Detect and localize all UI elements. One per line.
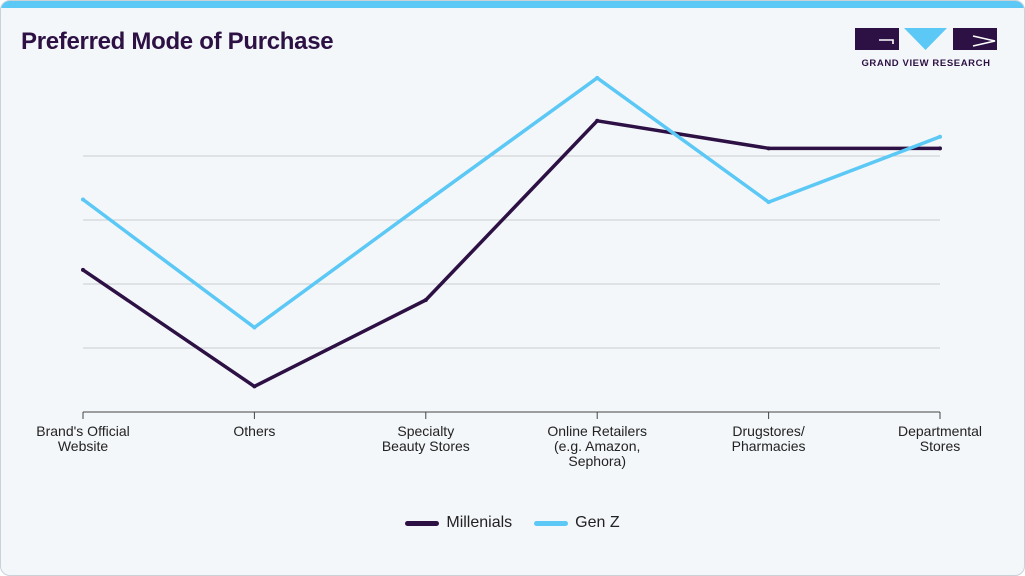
series-line-genz bbox=[81, 76, 942, 330]
point-millenials-3 bbox=[595, 118, 600, 123]
gvr-logo-icon bbox=[855, 28, 997, 50]
legend-item-millenials[interactable]: Millenials bbox=[405, 514, 512, 532]
point-millenials-5 bbox=[938, 146, 942, 151]
legend-swatch-millenials bbox=[405, 520, 440, 526]
x-tick-label-5: Departmental Stores bbox=[897, 423, 983, 454]
x-tick-label-2: Specialty Beauty Stores bbox=[381, 423, 470, 454]
series-line-millenials bbox=[81, 119, 942, 389]
point-millenials-1 bbox=[252, 384, 257, 389]
x-tick-label-3: Online Retailers (e.g. Amazon, Sephora) bbox=[547, 423, 647, 469]
legend-item-genz[interactable]: Gen Z bbox=[534, 514, 620, 532]
legend: Millenials Gen Z bbox=[0, 514, 1025, 532]
line-chart bbox=[81, 75, 942, 419]
grid-lines bbox=[83, 155, 940, 349]
legend-label-genz: Gen Z bbox=[575, 514, 620, 531]
point-genz-5 bbox=[938, 134, 942, 139]
point-genz-2 bbox=[423, 200, 428, 205]
logo-text: GRAND VIEW RESEARCH bbox=[861, 58, 991, 69]
point-millenials-4 bbox=[766, 146, 771, 151]
logo-g-block bbox=[855, 28, 899, 50]
logo-r-block bbox=[953, 28, 997, 50]
grand-view-research-logo: GRAND VIEW RESEARCH bbox=[855, 28, 997, 72]
point-millenials-0 bbox=[81, 267, 85, 272]
x-axis bbox=[82, 411, 941, 419]
x-tick-label-0: Brand's Official Website bbox=[36, 423, 130, 454]
point-genz-0 bbox=[81, 197, 85, 202]
logo-v-triangle bbox=[904, 28, 947, 50]
x-tick-label-1: Others bbox=[233, 423, 276, 439]
point-genz-4 bbox=[766, 200, 771, 205]
logo-g-mark bbox=[879, 39, 894, 44]
legend-swatch-genz bbox=[534, 520, 569, 526]
series-lines bbox=[81, 75, 942, 389]
logo-r-mark bbox=[972, 35, 996, 47]
point-genz-1 bbox=[252, 325, 257, 330]
point-genz-3 bbox=[595, 75, 600, 80]
point-millenials-2 bbox=[423, 298, 428, 302]
accent-top-bar bbox=[1, 1, 1024, 8]
legend-label-millenials: Millenials bbox=[446, 514, 513, 531]
chart-title: Preferred Mode of Purchase bbox=[21, 28, 334, 55]
x-tick-label-4: Drugstores/ Pharmacies bbox=[731, 423, 806, 454]
